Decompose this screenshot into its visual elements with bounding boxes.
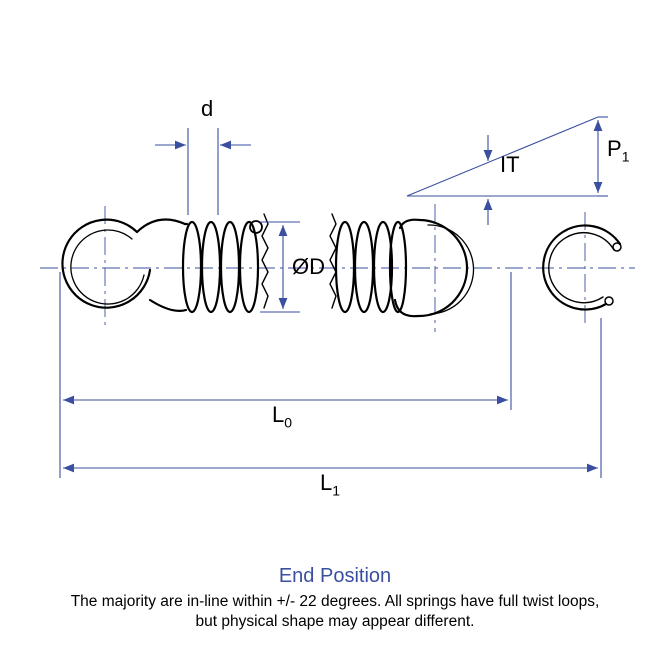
spring-body [62,214,621,316]
dimensions [60,117,608,478]
end-view-ring [543,226,621,310]
dim-l1 [60,318,601,478]
label-it: IT [500,152,520,178]
label-d: d [201,96,213,122]
caption-title: End Position [0,565,670,588]
label-p1: P1P1 [607,136,629,164]
label-l1: L1L1 [320,470,340,498]
dim-d [155,128,251,215]
dim-l0 [60,272,511,410]
label-l0: L0L0 [272,402,292,430]
label-od: ØD [292,254,325,280]
left-coils [150,221,262,312]
break-left [262,214,268,308]
right-coils [336,222,406,312]
spring-diagram: d IT P1P1 ØD L0L0 L1L1 End Position The … [0,0,670,670]
caption-subtitle: The majority are in-line within +/- 22 d… [0,592,670,632]
